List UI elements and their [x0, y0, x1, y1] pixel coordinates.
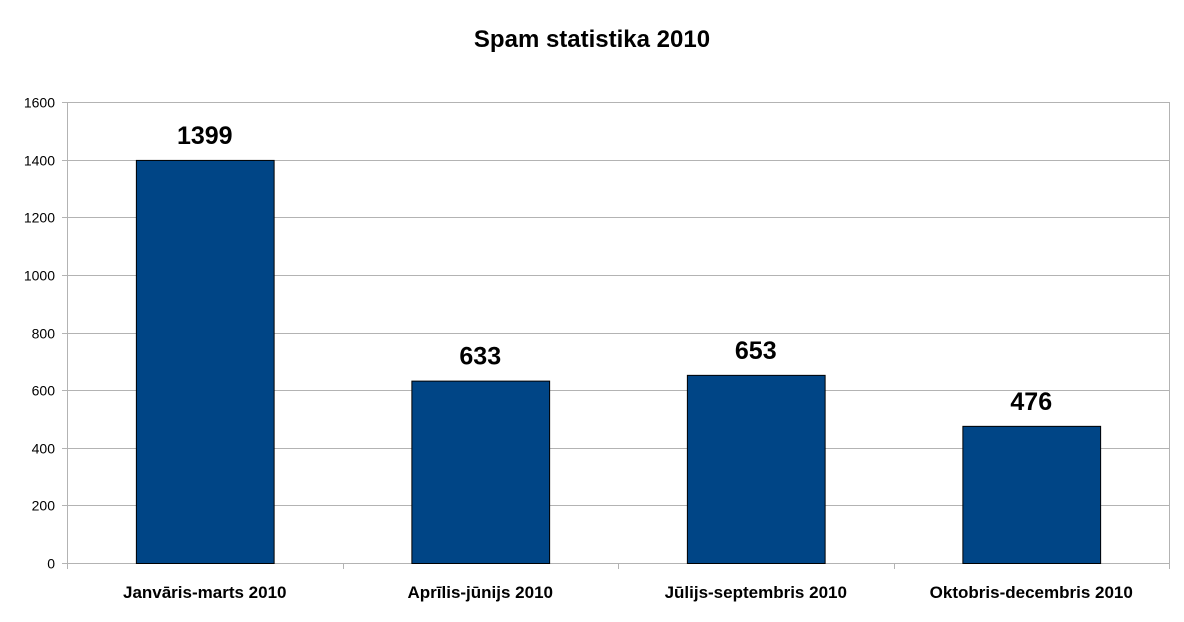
y-tick-label: 600 [32, 383, 56, 399]
bar-2 [411, 380, 551, 564]
chart-title: Spam statistika 2010 [473, 26, 711, 53]
y-tick-label: 1600 [24, 95, 55, 111]
data-label-2: 633 [459, 343, 501, 371]
y-tick-label: 1200 [24, 210, 55, 226]
data-label-3: 653 [735, 337, 777, 365]
y-tick-label: 1400 [24, 153, 55, 169]
bar-4 [962, 425, 1102, 565]
bar-1 [135, 159, 275, 565]
y-tick-label: 400 [32, 441, 56, 457]
y-tick-label: 1000 [24, 268, 55, 284]
y-tick-label: 200 [32, 498, 56, 514]
y-tick-label: 800 [32, 326, 56, 342]
x-category-label-2: Aprīlis-jūnijs 2010 [408, 583, 554, 602]
x-category-label-1: Janvāris-marts 2010 [123, 583, 287, 602]
bar-3 [686, 374, 826, 564]
x-category-label-3: Jūlijs-septembris 2010 [665, 583, 847, 602]
labels: 0 200 400 600 800 1000 1200 1400 1600 1399 Janvāri… [24, 95, 1133, 603]
x-category-label-4: Oktobris-decembris 2010 [930, 583, 1133, 602]
data-label-4: 476 [1010, 388, 1052, 416]
y-tick-label: 0 [47, 556, 55, 572]
data-label-1: 1399 [177, 122, 233, 150]
bars [135, 159, 1102, 565]
